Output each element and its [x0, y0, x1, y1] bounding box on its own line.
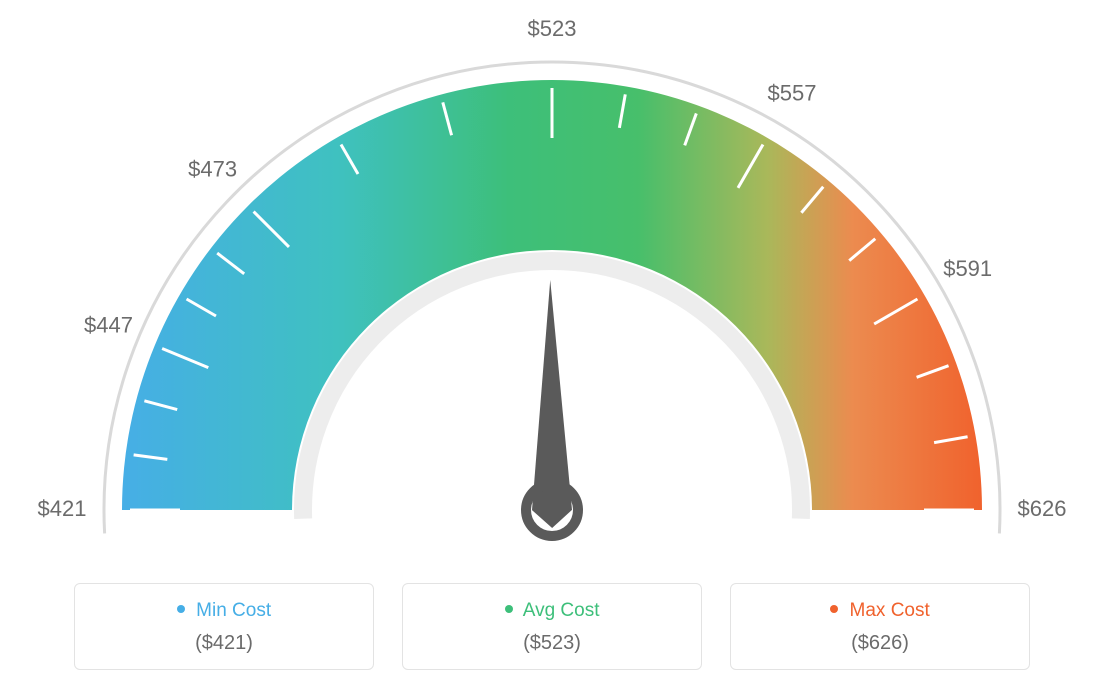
- legend-value-max: ($626): [731, 632, 1029, 655]
- legend-value-min: ($421): [75, 632, 373, 655]
- svg-text:$447: $447: [84, 312, 133, 337]
- legend-card-min: Min Cost ($421): [74, 583, 374, 670]
- legend-title-avg: Avg Cost: [403, 600, 701, 622]
- dot-icon: [177, 605, 185, 613]
- legend-title-max-text: Max Cost: [850, 600, 930, 621]
- svg-text:$557: $557: [768, 80, 817, 105]
- legend-title-max: Max Cost: [731, 600, 1029, 622]
- svg-text:$626: $626: [1018, 496, 1067, 521]
- gauge-chart: $421 $447 $473 $523 $557 $591 $626: [0, 10, 1104, 570]
- svg-text:$591: $591: [943, 256, 992, 281]
- legend-title-min-text: Min Cost: [196, 600, 271, 621]
- dot-icon: [830, 605, 838, 613]
- legend-card-max: Max Cost ($626): [730, 583, 1030, 670]
- svg-text:$523: $523: [528, 16, 577, 41]
- dot-icon: [505, 605, 513, 613]
- svg-text:$421: $421: [38, 496, 87, 521]
- legend-value-avg: ($523): [403, 632, 701, 655]
- legend-card-avg: Avg Cost ($523): [402, 583, 702, 670]
- legend-row: Min Cost ($421) Avg Cost ($523) Max Cost…: [0, 583, 1104, 670]
- gauge-svg: $421 $447 $473 $523 $557 $591 $626: [0, 10, 1104, 570]
- legend-title-min: Min Cost: [75, 600, 373, 622]
- svg-text:$473: $473: [188, 157, 237, 182]
- legend-title-avg-text: Avg Cost: [523, 600, 600, 621]
